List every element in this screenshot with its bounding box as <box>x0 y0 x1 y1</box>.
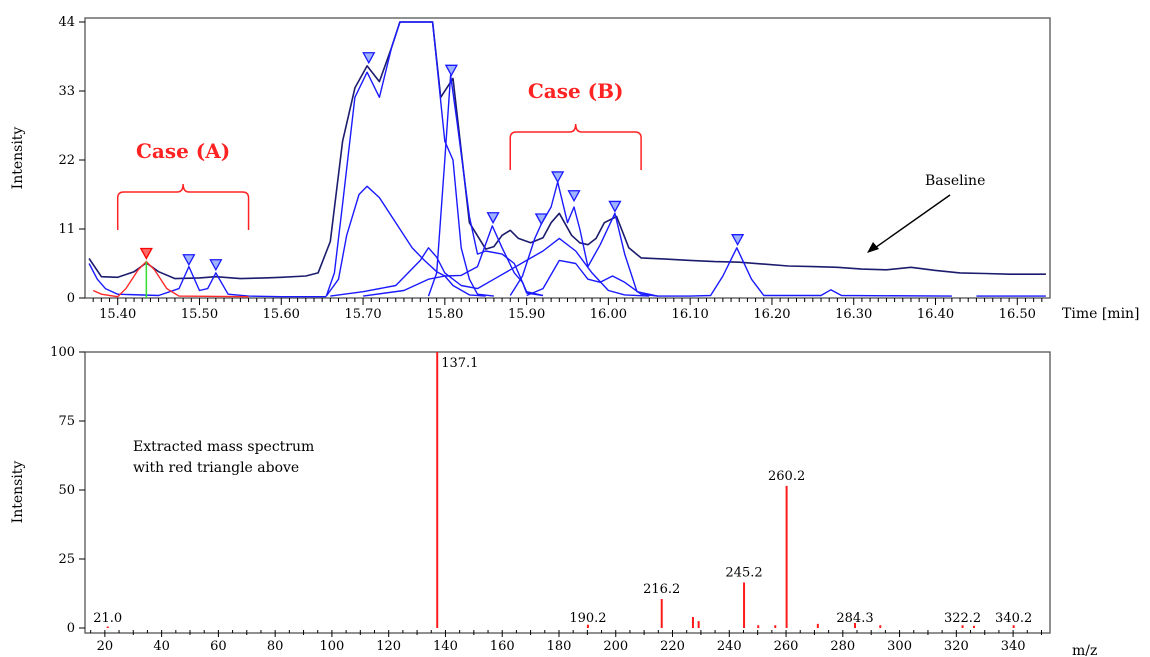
x-tick-label: 20 <box>97 639 114 654</box>
y-tick-label: 50 <box>58 483 75 498</box>
x-tick-label: 15.80 <box>426 307 463 322</box>
x-tick-label: 340 <box>1001 639 1026 654</box>
peak-markers <box>139 52 745 272</box>
peak-marker <box>444 64 458 77</box>
x-tick-label: 220 <box>660 639 685 654</box>
x-tick-label: 15.40 <box>99 307 136 322</box>
trace-envelope <box>325 21 494 297</box>
peak-marker <box>209 259 223 272</box>
x-tick-label: 16.30 <box>835 307 872 322</box>
mass-spectrum-peak-labels: 21.0 137.1 190.2 216.2 245.2 260.2 284.3 322.2 3… <box>93 356 1032 626</box>
x-tick-label: 320 <box>944 639 969 654</box>
trace-red-peak <box>92 260 249 298</box>
peak-marker <box>486 212 500 225</box>
y-tick-label: 25 <box>58 552 75 567</box>
case-b-label: Case (B) <box>528 79 624 103</box>
trace-case-b-peaks <box>509 181 952 297</box>
x-tick-label: 16.20 <box>753 307 790 322</box>
trace-spike <box>427 74 544 297</box>
y-tick-label: 0 <box>67 291 75 306</box>
spectrum-peak-label: 190.2 <box>569 611 606 626</box>
chromatogram-traces <box>88 21 1046 298</box>
mass-spectrum-x-axis-title: m/z <box>1072 643 1097 657</box>
peak-marker <box>551 171 565 184</box>
y-tick-label: 44 <box>58 15 75 30</box>
x-tick-label: 100 <box>320 639 345 654</box>
case-a-label: Case (A) <box>136 139 230 163</box>
x-tick-label: 240 <box>717 639 742 654</box>
baseline-label: Baseline <box>925 173 985 189</box>
case-a-bracket <box>116 183 250 230</box>
mass-spectrum-y-axis-title: Intensity <box>10 461 26 524</box>
y-tick-label: 22 <box>58 153 75 168</box>
trace-ramp-1 <box>330 237 650 297</box>
y-tick-label: 0 <box>67 621 75 636</box>
peak-marker <box>182 254 196 267</box>
trace-case-b-lower <box>526 259 658 297</box>
spectrum-peak-label: 322.2 <box>944 611 981 626</box>
x-tick-label: 16.00 <box>590 307 627 322</box>
chromatogram-y-ticks: 0 11 22 33 44 <box>58 15 85 306</box>
spectrum-peak-label: 137.1 <box>441 356 478 371</box>
mass-spectrum-panel: 0 25 50 75 100 20 40 60 80 100 120 140 160 180 200 220… <box>10 345 1097 657</box>
spectrum-peak-label: 245.2 <box>725 565 762 580</box>
trace-dark <box>88 21 1046 280</box>
y-tick-label: 100 <box>50 345 75 360</box>
y-tick-label: 75 <box>58 414 75 429</box>
x-tick-label: 40 <box>153 639 170 654</box>
peak-marker <box>362 52 376 65</box>
mass-spectrum-x-ticks: 20 40 60 80 100 120 140 160 180 200 220 240 260 280 30… <box>90 630 1042 654</box>
x-tick-label: 120 <box>376 639 401 654</box>
chromatogram-y-axis-title: Intensity <box>10 127 26 190</box>
mass-spectrum-bars <box>106 352 1015 628</box>
x-tick-label: 280 <box>830 639 855 654</box>
spectrum-peak-label: 21.0 <box>93 611 122 626</box>
trace-ramp-2 <box>363 225 544 297</box>
x-tick-label: 140 <box>433 639 458 654</box>
x-tick-label: 15.70 <box>344 307 381 322</box>
peak-marker <box>608 200 622 213</box>
peak-marker <box>731 234 745 247</box>
chromatogram-panel: 0 11 22 33 44 15.40 15.50 15.60 15.70 15.80 15.90… <box>10 15 1140 322</box>
x-tick-label: 60 <box>210 639 227 654</box>
trace-peaks-a <box>88 263 327 298</box>
x-tick-label: 200 <box>603 639 628 654</box>
x-tick-label: 16.40 <box>917 307 954 322</box>
case-b-bracket <box>509 123 642 170</box>
spectrum-peak-label: 216.2 <box>643 582 680 597</box>
chromatogram-annotations: Case (A) Case (B) Baseline <box>116 79 985 253</box>
peak-marker <box>567 190 581 203</box>
mass-spectrum-y-ticks: 0 25 50 75 100 <box>50 345 85 636</box>
y-tick-label: 11 <box>58 222 75 237</box>
spectrum-peak-label: 260.2 <box>768 469 805 484</box>
x-tick-label: 300 <box>887 639 912 654</box>
baseline-arrow-line <box>871 194 951 251</box>
x-tick-label: 16.50 <box>999 307 1036 322</box>
spectrum-peak-label: 340.2 <box>995 611 1032 626</box>
x-tick-label: 16.10 <box>672 307 709 322</box>
x-tick-label: 15.50 <box>181 307 218 322</box>
spectrum-annotation-line-1: Extracted mass spectrum <box>133 439 314 455</box>
chromatogram-x-axis-title: Time [min] <box>1062 306 1140 322</box>
x-tick-label: 160 <box>490 639 515 654</box>
peak-marker <box>534 213 548 226</box>
peak-marker <box>139 247 153 260</box>
x-tick-label: 180 <box>547 639 572 654</box>
y-tick-label: 33 <box>58 84 75 99</box>
x-tick-label: 260 <box>774 639 799 654</box>
spectrum-annotation-line-2: with red triangle above <box>133 460 299 476</box>
chromatogram-x-ticks: 15.40 15.50 15.60 15.70 15.80 15.90 16.00 16.10… <box>92 298 1043 322</box>
mass-spectrum-frame <box>84 351 1051 634</box>
x-tick-label: 15.90 <box>508 307 545 322</box>
x-tick-label: 15.60 <box>263 307 300 322</box>
x-tick-label: 80 <box>267 639 284 654</box>
baseline-arrow-head <box>867 242 879 253</box>
spectrum-peak-label: 284.3 <box>836 611 873 626</box>
trace-shoulder <box>325 185 486 297</box>
